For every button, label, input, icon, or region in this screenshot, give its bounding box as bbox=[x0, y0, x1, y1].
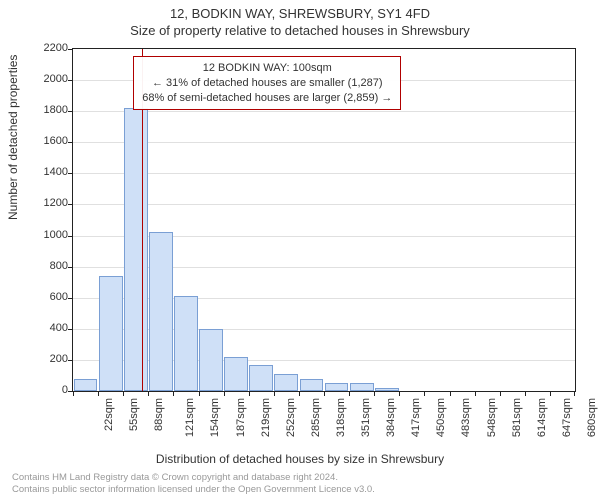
y-tick-label: 2200 bbox=[44, 42, 68, 54]
x-tick-label: 450sqm bbox=[435, 398, 447, 437]
gridline bbox=[73, 111, 575, 112]
y-tick-mark bbox=[68, 142, 73, 143]
gridline bbox=[73, 204, 575, 205]
footnote-line-2: Contains public sector information licen… bbox=[12, 484, 375, 496]
y-tick-label: 2000 bbox=[44, 73, 68, 85]
x-tick-label: 121sqm bbox=[184, 398, 196, 437]
x-tick-mark bbox=[450, 391, 451, 396]
x-tick-mark bbox=[374, 391, 375, 396]
x-tick-mark bbox=[148, 391, 149, 396]
histogram-bar bbox=[99, 276, 123, 391]
y-tick-label: 1400 bbox=[44, 166, 68, 178]
chart-title: Size of property relative to detached ho… bbox=[0, 21, 600, 38]
histogram-bar bbox=[350, 383, 374, 391]
histogram-bar bbox=[375, 388, 399, 391]
x-tick-mark bbox=[324, 391, 325, 396]
x-tick-label: 614sqm bbox=[536, 398, 548, 437]
y-tick-mark bbox=[68, 49, 73, 50]
x-tick-mark bbox=[73, 391, 74, 396]
x-tick-label: 351sqm bbox=[360, 398, 372, 437]
chart-container: 12, BODKIN WAY, SHREWSBURY, SY1 4FD Size… bbox=[0, 0, 600, 500]
y-tick-label: 1800 bbox=[44, 104, 68, 116]
histogram-bar bbox=[74, 379, 98, 391]
x-tick-mark bbox=[249, 391, 250, 396]
x-tick-mark bbox=[173, 391, 174, 396]
gridline bbox=[73, 142, 575, 143]
x-tick-mark bbox=[349, 391, 350, 396]
info-box-line: 68% of semi-detached houses are larger (… bbox=[142, 91, 392, 106]
y-tick-label: 400 bbox=[50, 322, 68, 334]
y-tick-mark bbox=[68, 204, 73, 205]
info-box-line: ← 31% of detached houses are smaller (1,… bbox=[142, 76, 392, 91]
y-tick-mark bbox=[68, 111, 73, 112]
y-tick-mark bbox=[68, 236, 73, 237]
y-tick-mark bbox=[68, 267, 73, 268]
x-tick-label: 285sqm bbox=[310, 398, 322, 437]
x-tick-label: 548sqm bbox=[486, 398, 498, 437]
x-tick-mark bbox=[550, 391, 551, 396]
y-tick-mark bbox=[68, 80, 73, 81]
x-tick-label: 187sqm bbox=[235, 398, 247, 437]
y-tick-mark bbox=[68, 360, 73, 361]
info-box-line: 12 BODKIN WAY: 100sqm bbox=[142, 61, 392, 76]
y-tick-label: 1200 bbox=[44, 197, 68, 209]
x-tick-label: 680sqm bbox=[586, 398, 598, 437]
x-tick-mark bbox=[299, 391, 300, 396]
x-tick-label: 581sqm bbox=[511, 398, 523, 437]
footnote: Contains HM Land Registry data © Crown c… bbox=[12, 472, 375, 496]
y-tick-label: 0 bbox=[62, 384, 68, 396]
property-info-box: 12 BODKIN WAY: 100sqm← 31% of detached h… bbox=[133, 56, 401, 111]
histogram-bar bbox=[224, 357, 248, 391]
plot-area: 12 BODKIN WAY: 100sqm← 31% of detached h… bbox=[72, 48, 576, 392]
histogram-bar bbox=[274, 374, 298, 391]
y-tick-label: 800 bbox=[50, 260, 68, 272]
x-tick-mark bbox=[574, 391, 575, 396]
y-tick-label: 1600 bbox=[44, 135, 68, 147]
x-tick-mark bbox=[500, 391, 501, 396]
x-tick-label: 88sqm bbox=[153, 398, 165, 431]
x-tick-label: 219sqm bbox=[260, 398, 272, 437]
x-tick-label: 22sqm bbox=[103, 398, 115, 431]
y-tick-mark bbox=[68, 173, 73, 174]
x-tick-mark bbox=[123, 391, 124, 396]
y-tick-label: 1000 bbox=[44, 229, 68, 241]
histogram-bar bbox=[325, 383, 349, 391]
x-tick-label: 154sqm bbox=[210, 398, 222, 437]
histogram-bar bbox=[249, 365, 273, 391]
x-tick-label: 647sqm bbox=[561, 398, 573, 437]
x-tick-label: 384sqm bbox=[385, 398, 397, 437]
x-tick-label: 417sqm bbox=[410, 398, 422, 437]
x-tick-mark bbox=[424, 391, 425, 396]
histogram-bar bbox=[199, 329, 223, 391]
x-tick-mark bbox=[98, 391, 99, 396]
x-tick-mark bbox=[274, 391, 275, 396]
histogram-bar bbox=[149, 232, 173, 391]
y-tick-mark bbox=[68, 329, 73, 330]
footnote-line-1: Contains HM Land Registry data © Crown c… bbox=[12, 472, 375, 484]
histogram-bar bbox=[124, 108, 148, 391]
gridline bbox=[73, 173, 575, 174]
x-tick-mark bbox=[475, 391, 476, 396]
histogram-bar bbox=[174, 296, 198, 391]
x-tick-label: 252sqm bbox=[285, 398, 297, 437]
y-axis-label: Number of detached properties bbox=[6, 55, 20, 220]
x-tick-mark bbox=[224, 391, 225, 396]
x-tick-label: 55sqm bbox=[128, 398, 140, 431]
x-axis-label: Distribution of detached houses by size … bbox=[0, 452, 600, 466]
y-tick-mark bbox=[68, 298, 73, 299]
x-tick-mark bbox=[525, 391, 526, 396]
y-tick-label: 200 bbox=[50, 353, 68, 365]
x-tick-label: 483sqm bbox=[461, 398, 473, 437]
x-tick-label: 318sqm bbox=[335, 398, 347, 437]
y-tick-label: 600 bbox=[50, 291, 68, 303]
x-tick-mark bbox=[399, 391, 400, 396]
super-title: 12, BODKIN WAY, SHREWSBURY, SY1 4FD bbox=[0, 0, 600, 21]
histogram-bar bbox=[300, 379, 324, 391]
x-tick-mark bbox=[199, 391, 200, 396]
